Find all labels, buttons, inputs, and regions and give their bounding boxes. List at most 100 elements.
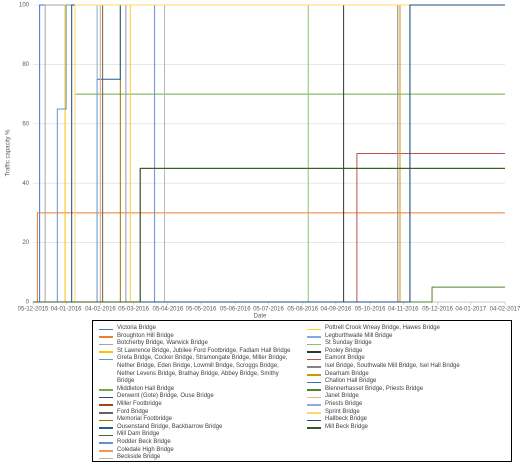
legend-label: Janet Bridge — [325, 393, 359, 400]
legend-swatch — [99, 389, 113, 391]
legend-item: Broughton Hill Bridge — [99, 333, 297, 341]
legend-swatch — [307, 419, 321, 422]
legend-item: Legburthwaite Mill Bridge — [307, 333, 505, 341]
legend-label: Priests Bridge — [325, 400, 363, 407]
legend-item: Priests Bridge — [307, 401, 505, 409]
series-line — [33, 286, 505, 303]
legend-label: Mill Beck Bridge — [325, 423, 369, 430]
x-tick-label: 04-11-2016 — [388, 307, 419, 313]
legend: Victoria Bridge Broughton Hill Bridge Botc… — [92, 320, 512, 462]
legend-swatch — [99, 419, 113, 422]
y-tick-label: 40 — [22, 181, 29, 187]
x-tick-label: 04-09-2016 — [321, 307, 352, 313]
legend-swatch — [99, 328, 113, 330]
legend-item: Greta Bridge, Cocker Bridge, Stramongate… — [99, 355, 297, 385]
legend-item: St Lawrence Bridge, Jubilee Ford Footbri… — [99, 348, 297, 356]
legend-item: Dearham Bridge — [307, 371, 505, 379]
legend-label: Legburthwaite Mill Bridge — [325, 332, 393, 339]
series-line — [33, 153, 505, 303]
x-tick-label: 05-08-2016 — [287, 307, 318, 313]
legend-swatch — [99, 442, 113, 444]
legend-item: Rodder Beck Bridge — [99, 439, 297, 447]
legend-item: Miller Footbridge — [99, 401, 297, 409]
legend-label: Miller Footbridge — [117, 400, 162, 407]
legend-swatch — [99, 343, 113, 346]
legend-label: Ford Bridge — [117, 408, 149, 415]
legend-swatch — [307, 328, 321, 330]
legend-label: Hallbeck Bridge — [325, 416, 368, 423]
legend-label: St Lawrence Bridge, Jubilee Ford Footbri… — [117, 347, 291, 354]
x-tick-label: 05-12-2016 — [422, 307, 453, 313]
legend-swatch — [307, 366, 321, 368]
x-tick-label: 05-07-2016 — [253, 307, 284, 313]
legend-label: Pooley Bridge — [325, 347, 363, 354]
y-tick-label: 20 — [22, 240, 29, 246]
legend-label: Victoria Bridge — [117, 325, 156, 331]
legend-swatch — [307, 336, 321, 338]
legend-item: Hallbeck Bridge — [307, 416, 505, 424]
x-tick-label: 05-10-2016 — [355, 307, 386, 313]
series-line — [33, 4, 505, 303]
legend-column: Victoria Bridge Broughton Hill Bridge Botc… — [99, 325, 297, 460]
legend-swatch — [99, 434, 113, 437]
x-tick-label: 05-03-2016 — [118, 307, 149, 313]
legend-swatch — [307, 351, 321, 353]
legend-item: Eamont Bridge — [307, 355, 505, 363]
legend-swatch — [307, 427, 321, 429]
y-tick-label: 80 — [22, 62, 29, 68]
legend-item: Janet Bridge — [307, 393, 505, 401]
legend-swatch — [307, 404, 321, 406]
legend-item: Isel Bridge, Southwaite Mill Bridge, Ise… — [307, 363, 505, 371]
legend-label: Mill Dam Bridge — [117, 431, 160, 438]
legend-item: Pooley Bridge — [307, 348, 505, 356]
series-line — [33, 167, 505, 303]
legend-item: Memorial Footbridge — [99, 416, 297, 424]
legend-item: Beckside Bridge — [99, 454, 297, 462]
legend-item: Mill Beck Bridge — [307, 424, 505, 432]
legend-item: Middleton Hall Bridge — [99, 386, 297, 394]
legend-swatch — [307, 412, 321, 414]
y-axis-label: Traffic capacity % — [6, 129, 12, 177]
legend-label: Sprint Bridge — [325, 408, 360, 415]
legend-item: Pottrell Crook Wreay Bridge, Hawes Bridg… — [307, 325, 505, 333]
legend-swatch — [307, 358, 321, 361]
x-tick-label: 05-04-2016 — [153, 307, 184, 313]
legend-label: St Sunday Bridge — [325, 340, 372, 347]
legend-swatch — [99, 457, 113, 460]
legend-item: Sprint Bridge — [307, 409, 505, 417]
legend-swatch — [99, 358, 113, 361]
legend-column: Pottrell Crook Wreay Bridge, Hawes Bridg… — [307, 325, 505, 457]
legend-item: Mill Dam Bridge — [99, 431, 297, 439]
legend-label: Coledale High Bridge — [117, 446, 174, 453]
legend-swatch — [307, 396, 321, 399]
y-tick-label: 60 — [22, 121, 29, 127]
series-line — [33, 167, 505, 303]
legend-swatch — [307, 343, 321, 346]
x-tick-label: 04-01-2017 — [455, 307, 486, 313]
chart: Traffic capacity % Date 0 20 40 60 80 100 05-1… — [6, 3, 520, 320]
legend-label: Greta Bridge, Cocker Bridge, Stramongate… — [117, 355, 288, 385]
x-tick-label: 04-02-2017 — [490, 307, 520, 313]
legend-label: Challon Hall Bridge — [325, 378, 377, 385]
x-tick-label: 05-12-2015 — [18, 307, 49, 313]
legend-item: Coledale High Bridge — [99, 447, 297, 455]
legend-item: Botcherby Bridge, Warwick Bridge — [99, 340, 297, 348]
legend-label: Memorial Footbridge — [117, 416, 173, 423]
legend-label: Derwent (Gote) Bridge, Ouse Bridge — [117, 393, 214, 400]
legend-swatch — [99, 450, 113, 452]
legend-swatch — [99, 427, 113, 429]
legend-swatch — [99, 396, 113, 399]
legend-label: Blennerhasset Bridge, Priests Bridge — [325, 385, 424, 392]
series-line — [33, 93, 505, 303]
legend-swatch — [99, 351, 113, 353]
legend-swatch — [307, 381, 321, 384]
x-tick-label: 04-01-2016 — [51, 307, 82, 313]
legend-item: Derwent (Gote) Bridge, Ouse Bridge — [99, 393, 297, 401]
series-line — [33, 212, 505, 303]
legend-label: Middleton Hall Bridge — [117, 385, 175, 392]
legend-swatch — [99, 404, 113, 406]
legend-swatch — [307, 374, 321, 376]
legend-label: Dearham Bridge — [325, 370, 369, 377]
legend-item: Blennerhasset Bridge, Priests Bridge — [307, 386, 505, 394]
